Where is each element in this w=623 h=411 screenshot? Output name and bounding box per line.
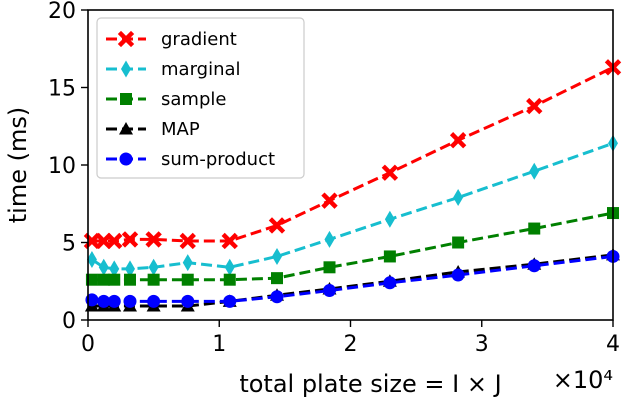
data-point-sum-product bbox=[123, 294, 137, 308]
legend-label-gradient: gradient bbox=[161, 29, 237, 50]
y-tick-label: 0 bbox=[62, 309, 76, 334]
legend-box bbox=[96, 17, 305, 179]
data-point-gradient bbox=[121, 231, 139, 248]
data-point-sum-product bbox=[451, 268, 465, 282]
data-point-sum-product bbox=[270, 290, 284, 304]
legend-entry-map: MAP bbox=[106, 119, 200, 140]
data-point-gradient bbox=[145, 231, 162, 248]
data-point-gradient bbox=[381, 164, 399, 181]
data-point-marginal bbox=[98, 258, 109, 276]
data-point-sum-product bbox=[383, 276, 397, 290]
legend-label-marginal: marginal bbox=[161, 59, 241, 80]
data-point-sum-product bbox=[527, 259, 541, 273]
x-tick-label: 1 bbox=[212, 332, 226, 357]
data-point-gradient bbox=[526, 97, 543, 115]
legend-marker-marginal bbox=[121, 60, 131, 78]
data-point-sample bbox=[85, 273, 98, 286]
x-tick-label: 3 bbox=[475, 332, 489, 357]
legend-label-sum-product: sum-product bbox=[161, 149, 275, 170]
x-tick-label: 0 bbox=[81, 332, 95, 357]
y-axis-label: time (ms) bbox=[4, 107, 32, 223]
x-tick-label: 2 bbox=[344, 332, 358, 357]
data-point-sample bbox=[223, 273, 236, 286]
data-point-gradient bbox=[449, 132, 467, 149]
legend-entry-gradient: gradient bbox=[106, 29, 237, 50]
legend-marker-sum-product bbox=[119, 152, 133, 166]
data-point-gradient bbox=[179, 232, 196, 250]
legend-marker-gradient bbox=[117, 30, 135, 48]
legend-entry-sum-product: sum-product bbox=[106, 149, 275, 170]
data-point-sum-product bbox=[223, 294, 237, 308]
series-gradient bbox=[83, 59, 622, 250]
x-tick-label: 4 bbox=[606, 332, 620, 357]
data-point-gradient bbox=[268, 217, 286, 234]
data-point-gradient bbox=[321, 192, 338, 209]
data-point-gradient bbox=[106, 232, 123, 250]
data-point-sample bbox=[323, 261, 336, 274]
data-point-sum-product bbox=[147, 294, 161, 308]
data-point-marginal bbox=[324, 230, 335, 248]
series-sum-product bbox=[85, 249, 620, 308]
axes-layer: 0 1 2 3 4 0 5 10 15 20 bbox=[48, 0, 620, 357]
y-tick-label: 20 bbox=[48, 0, 76, 24]
data-point-gradient bbox=[221, 232, 238, 250]
data-point-sample bbox=[124, 273, 136, 286]
x-axis-label: total plate size = I × J bbox=[239, 370, 501, 398]
data-point-marginal bbox=[148, 258, 159, 276]
data-point-sum-product bbox=[97, 294, 111, 308]
y-tick-label: 10 bbox=[48, 154, 76, 179]
legend: gradient marginal sample MAP sum-product bbox=[96, 17, 305, 179]
legend-marker-map bbox=[119, 122, 133, 135]
data-point-sample bbox=[181, 273, 194, 286]
data-point-marginal bbox=[224, 258, 235, 276]
legend-entry-marginal: marginal bbox=[106, 59, 241, 80]
legend-label-map: MAP bbox=[161, 119, 200, 140]
data-point-sample bbox=[452, 236, 465, 249]
data-point-marginal bbox=[109, 260, 120, 278]
legend-label-sample: sample bbox=[161, 89, 226, 110]
data-point-sample bbox=[147, 273, 160, 286]
y-tick-label: 15 bbox=[48, 77, 76, 102]
series-sample bbox=[85, 207, 619, 286]
data-point-marginal bbox=[125, 260, 135, 278]
data-point-sample bbox=[108, 273, 121, 286]
data-point-marginal bbox=[182, 254, 193, 272]
data-point-marginal bbox=[86, 251, 97, 269]
y-tick-label: 5 bbox=[62, 232, 76, 257]
data-point-sum-product bbox=[323, 284, 336, 298]
data-point-sample bbox=[383, 250, 396, 263]
x-axis-multiplier: ×10⁴ bbox=[553, 366, 613, 394]
data-point-sum-product bbox=[107, 294, 121, 308]
data-point-marginal bbox=[529, 162, 540, 180]
data-point-sample bbox=[97, 273, 110, 286]
legend-entry-sample: sample bbox=[106, 89, 226, 110]
legend-marker-sample bbox=[120, 93, 132, 105]
data-point-gradient bbox=[95, 232, 112, 250]
data-point-sample bbox=[271, 272, 283, 285]
data-point-marginal bbox=[453, 189, 464, 207]
data-point-marginal bbox=[272, 247, 282, 265]
data-point-sample bbox=[528, 222, 541, 235]
data-point-marginal bbox=[384, 210, 395, 228]
series-layer bbox=[83, 59, 622, 312]
data-point-sum-product bbox=[181, 294, 195, 308]
